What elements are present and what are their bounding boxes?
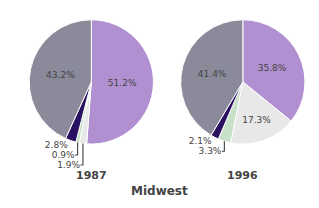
svg-text:1996: 1996 [227,169,258,182]
svg-text:41.4%: 41.4% [198,69,227,79]
svg-text:2.1%: 2.1% [189,136,212,146]
svg-text:17.3%: 17.3% [242,115,271,125]
svg-text:35.8%: 35.8% [258,63,287,73]
svg-text:Midwest: Midwest [131,184,188,198]
svg-text:2.8%: 2.8% [45,140,68,150]
svg-text:1987: 1987 [76,169,107,182]
svg-text:43.2%: 43.2% [46,70,75,80]
svg-text:3.3%: 3.3% [199,146,222,156]
svg-text:0.9%: 0.9% [52,150,75,160]
svg-text:1.9%: 1.9% [57,160,80,170]
svg-text:51.2%: 51.2% [108,78,137,88]
